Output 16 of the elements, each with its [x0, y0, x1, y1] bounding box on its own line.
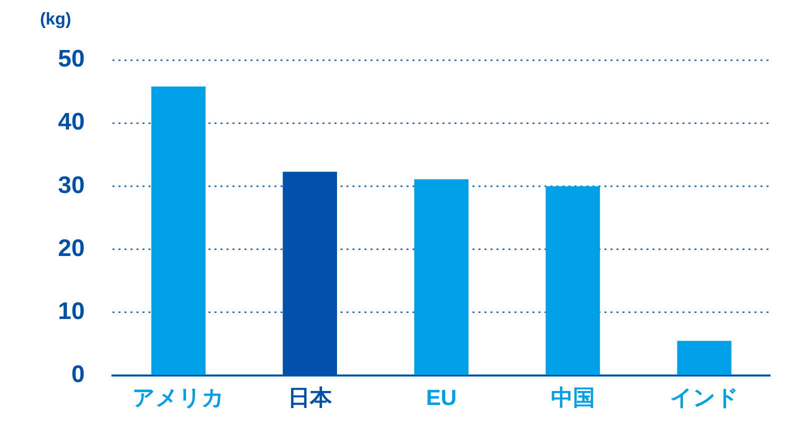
y-tick-label: 10: [58, 298, 85, 326]
x-tick-label: EU: [426, 384, 457, 410]
x-tick-label: インド: [670, 384, 739, 410]
y-axis-title: (kg): [40, 10, 72, 29]
bar: [414, 179, 468, 375]
x-tick-label: 日本: [288, 384, 333, 410]
y-tick-label: 20: [58, 234, 85, 262]
bar: [151, 86, 206, 375]
y-tick-label: 30: [58, 172, 85, 199]
bar: [546, 186, 600, 375]
bar: [677, 340, 732, 375]
y-tick-label: 40: [58, 108, 85, 136]
y-tick-label: 0: [71, 361, 85, 388]
x-tick-label: 中国: [550, 384, 595, 410]
y-tick-label: 50: [58, 46, 85, 73]
x-tick-label: アメリカ: [132, 384, 224, 410]
